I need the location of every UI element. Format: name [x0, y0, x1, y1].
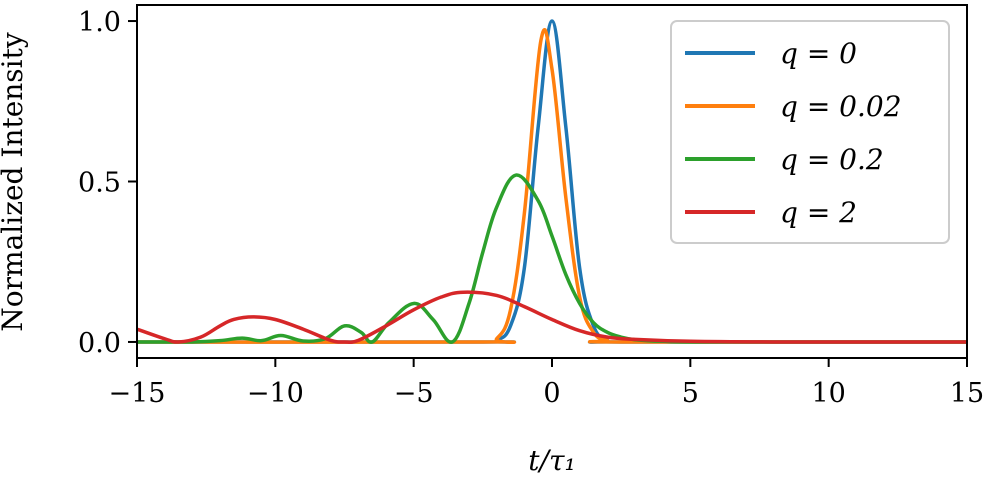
- x-tick-label: 15: [950, 378, 984, 409]
- axis-ticks: −15 −10 −5 0 5 10 15 0.0 0.5 1.0: [78, 7, 984, 409]
- x-axis-label: t/τ₁: [528, 444, 575, 477]
- legend-label-1: q = 0: [780, 37, 857, 70]
- y-tick-label: 1.0: [78, 7, 121, 38]
- series-line-2: [137, 27, 967, 345]
- series-line-4: [137, 290, 967, 344]
- x-tick-label: 5: [682, 378, 699, 409]
- y-axis-label: Normalized Intensity: [0, 32, 29, 332]
- legend: q = 0 q = 0.02 q = 0.2 q = 2: [670, 20, 950, 244]
- legend-label-4: q = 2: [780, 196, 857, 229]
- x-tick-label: −15: [109, 378, 166, 409]
- legend-label-2: q = 0.02: [780, 90, 902, 123]
- x-tick-label: −5: [394, 378, 434, 409]
- x-tick-label: −10: [247, 378, 304, 409]
- y-tick-label: 0.5: [78, 168, 121, 199]
- x-tick-label: 0: [543, 378, 560, 409]
- legend-box: [670, 20, 950, 244]
- y-tick-label: 0.0: [78, 328, 121, 359]
- plot-lines: [137, 19, 967, 345]
- legend-label-3: q = 0.2: [780, 143, 884, 176]
- x-tick-label: 10: [811, 378, 845, 409]
